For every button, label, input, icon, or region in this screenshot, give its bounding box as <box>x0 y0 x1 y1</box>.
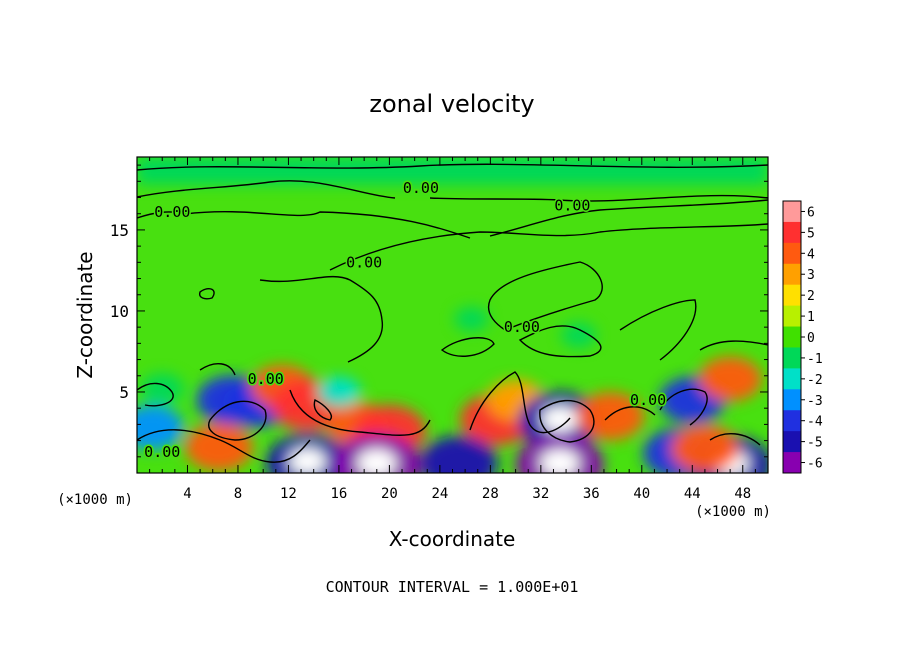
chart-title: zonal velocity <box>369 90 534 118</box>
contour-line <box>487 261 603 331</box>
contour-line <box>137 363 236 407</box>
x-unit-left: (×1000 m) <box>57 492 133 508</box>
y-tick-label: 5 <box>119 383 129 402</box>
colorbar-swatch <box>783 284 801 307</box>
x-tick-label: 48 <box>734 486 751 502</box>
y-tick-label: 10 <box>110 302 129 321</box>
x-axis: 4 8 12 16 20 24 28 32 36 40 44 48 <box>149 157 756 502</box>
colorbar-label: 2 <box>807 289 815 304</box>
x-tick-label: 4 <box>183 486 191 502</box>
colorbar-label: -4 <box>807 415 823 430</box>
contour-line <box>259 276 384 363</box>
contour-line <box>539 399 595 443</box>
contour-label: 0.00 <box>248 370 284 388</box>
y-axis-label: Z-coordinate <box>73 251 97 378</box>
y-axis: 5 10 15 <box>110 164 768 458</box>
contour-line <box>313 399 332 421</box>
velocity-core <box>288 448 327 473</box>
velocity-blob <box>137 405 184 450</box>
contour-line <box>137 199 768 239</box>
colorbar-swatch <box>783 263 801 286</box>
colorbar-label: 0 <box>807 331 815 346</box>
contour-line <box>137 429 311 463</box>
colorbar-label: -6 <box>807 457 823 472</box>
contour-line <box>137 180 768 202</box>
colorbar-swatch <box>783 410 801 432</box>
colorbar-swatch <box>783 242 801 265</box>
velocity-core <box>539 448 580 473</box>
x-tick-label: 24 <box>431 486 448 502</box>
velocity-blob <box>561 322 597 348</box>
colorbar-swatch <box>783 452 801 474</box>
colorbar-label: 3 <box>807 268 815 283</box>
contour-line <box>604 388 708 426</box>
contour-line <box>289 389 431 436</box>
colorbar-swatch <box>783 201 801 223</box>
colorbar-label: 6 <box>807 205 815 220</box>
x-tick-label: 44 <box>684 486 701 502</box>
contour-line <box>329 223 768 271</box>
y-tick-label: 15 <box>110 221 129 240</box>
contour-label: 0.00 <box>154 203 190 221</box>
zero-contours <box>137 163 768 463</box>
x-tick-label: 28 <box>482 486 499 502</box>
colorbar-label: 1 <box>807 310 815 325</box>
contour-line <box>469 371 571 434</box>
colorbar: 6 5 4 3 2 1 0 -1 -2 -3 -4 -5 -6 <box>782 200 823 474</box>
colorbar-label: 4 <box>807 247 815 262</box>
contour-label: 0.00 <box>144 443 180 461</box>
contour-line <box>440 337 495 357</box>
colorbar-swatch <box>783 347 801 369</box>
colorbar-swatch <box>783 326 801 348</box>
contour-label: 0.00 <box>403 179 439 197</box>
x-tick-label: 32 <box>532 486 549 502</box>
velocity-blob <box>454 306 489 332</box>
velocity-blob <box>185 423 254 472</box>
velocity-blob <box>316 376 361 408</box>
colorbar-swatch <box>783 305 801 328</box>
velocity-core <box>541 405 579 433</box>
contour-line <box>198 288 215 300</box>
colorbar-label: -5 <box>807 436 823 451</box>
contour-line <box>137 163 768 171</box>
contour-interval-footer: CONTOUR INTERVAL = 1.000E+01 <box>326 578 579 596</box>
contour-line <box>619 299 697 361</box>
colorbar-label: -3 <box>807 394 823 409</box>
contour-labels: 0.00 0.00 0.00 0.00 0.00 0.00 0.00 0.00 <box>143 177 668 462</box>
x-tick-label: 8 <box>234 486 242 502</box>
colorbar-label: 5 <box>807 226 815 241</box>
x-tick-label: 36 <box>583 486 600 502</box>
colorbar-swatch <box>783 368 801 390</box>
contour-line <box>699 340 768 446</box>
x-tick-label: 40 <box>633 486 650 502</box>
x-unit-right: (×1000 m) <box>695 504 771 520</box>
colorbar-swatch <box>783 389 801 411</box>
plot-area: 0.00 0.00 0.00 0.00 0.00 0.00 0.00 0.00 <box>137 157 768 473</box>
contour-label: 0.00 <box>630 391 666 409</box>
contour-label: 0.00 <box>504 318 540 336</box>
contour-line <box>208 400 267 441</box>
colorbar-swatch <box>783 431 801 453</box>
velocity-blob <box>140 373 184 404</box>
velocity-blob <box>419 435 498 473</box>
x-tick-label: 16 <box>330 486 347 502</box>
contour-label: 0.00 <box>346 253 382 271</box>
velocity-blob <box>698 356 762 402</box>
colorbar-label: -2 <box>807 373 823 388</box>
contour-line <box>518 325 602 358</box>
x-tick-label: 12 <box>280 486 297 502</box>
colorbar-swatch <box>783 221 801 244</box>
x-tick-label: 20 <box>381 486 398 502</box>
velocity-core <box>356 448 397 473</box>
field-band <box>137 157 768 185</box>
colorbar-label: -1 <box>807 352 823 367</box>
velocity-blob <box>670 424 739 473</box>
contour-label: 0.00 <box>554 197 590 215</box>
x-axis-label: X-coordinate <box>389 527 516 551</box>
